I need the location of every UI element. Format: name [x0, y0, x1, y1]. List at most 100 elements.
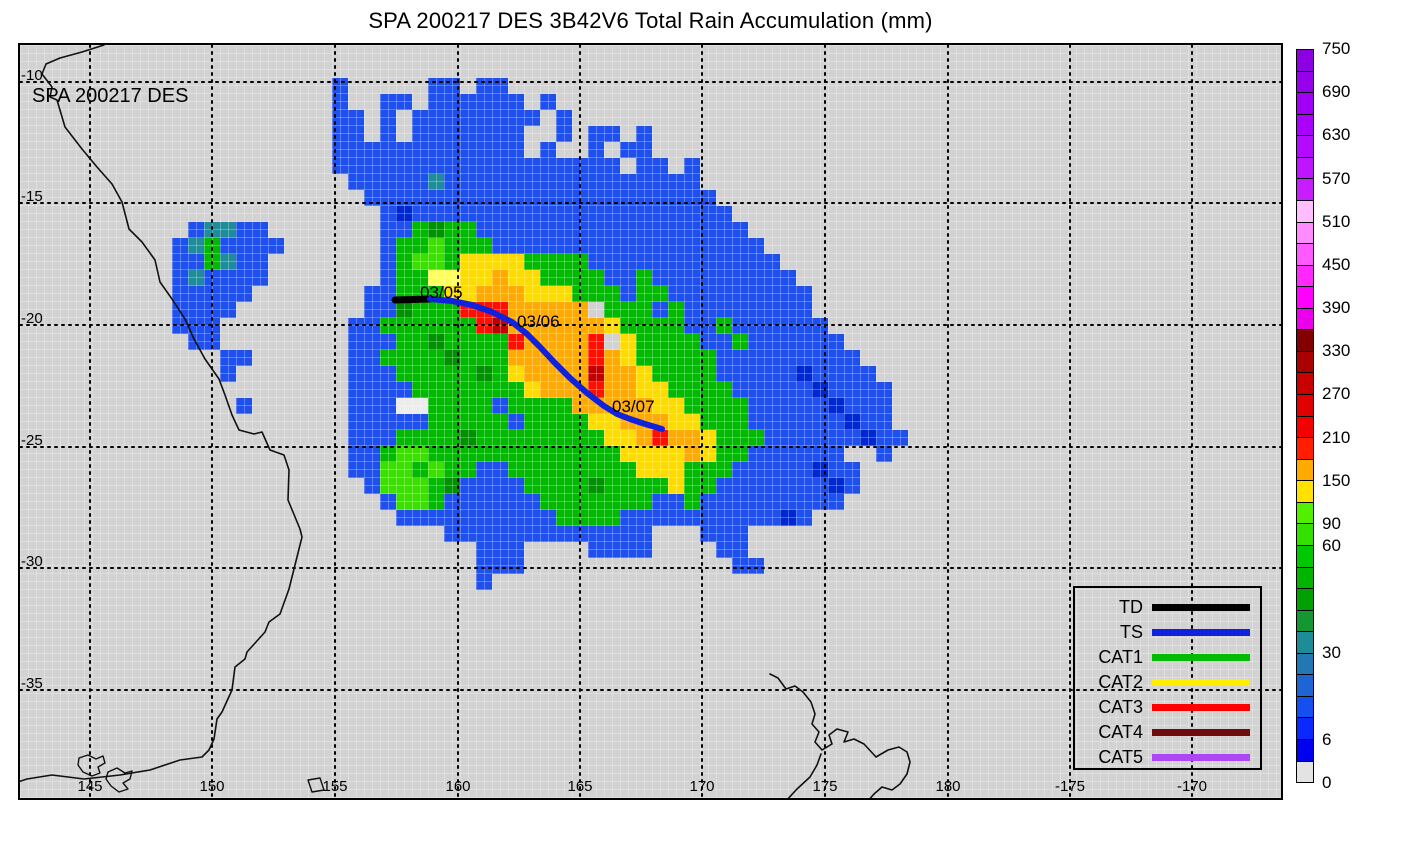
latitude-tick-label: -30 — [21, 553, 43, 570]
longitude-tick-label: -170 — [1176, 778, 1208, 795]
legend-color-line — [1152, 679, 1250, 686]
colorbar-cell — [1297, 674, 1313, 696]
legend-category-label: CAT4 — [1098, 722, 1143, 742]
colorbar-tick-label: 0 — [1322, 773, 1332, 792]
track-date-label: 03/07 — [612, 397, 655, 416]
colorbar-tick-label: 510 — [1322, 211, 1351, 231]
track-date-label: 03/05 — [420, 283, 463, 302]
colorbar-tick-label: 210 — [1322, 427, 1351, 447]
legend-row: CAT1 — [1075, 645, 1260, 670]
legend-category-label: TS — [1119, 622, 1143, 642]
colorbar-cell — [1297, 264, 1313, 287]
track-date-label: 03/06 — [517, 312, 560, 331]
colorbar-tick-label: 750 — [1322, 39, 1351, 58]
legend-category-label: CAT1 — [1098, 647, 1143, 667]
track-td-segment — [391, 295, 434, 304]
colorbar-cell — [1297, 566, 1313, 589]
latitude-tick-label: -20 — [21, 310, 43, 327]
colorbar-cell — [1297, 609, 1313, 632]
legend-color-line — [1152, 629, 1250, 636]
longitude-tick-label: 170 — [689, 778, 715, 795]
longitude-tick-label: -175 — [1054, 778, 1086, 795]
colorbar-cell — [1297, 135, 1313, 157]
chart-title: SPA 200217 DES 3B42V6 Total Rain Accumul… — [368, 8, 933, 33]
colorbar-tick-label: 6 — [1322, 729, 1332, 749]
colorbar-tick-label: 330 — [1322, 341, 1351, 361]
new-zealand-coastline — [787, 753, 822, 798]
colorbar-tick-label: 150 — [1322, 470, 1351, 490]
island-coastline — [307, 777, 325, 793]
legend-color-line — [1152, 729, 1250, 736]
colorbar-cell — [1297, 631, 1313, 653]
colorbar-cell — [1297, 458, 1313, 481]
colorbar-tick-label: 60 — [1322, 535, 1341, 555]
island-coastline — [105, 767, 133, 793]
longitude-tick-label: 155 — [322, 778, 348, 795]
longitude-tick-label: 180 — [935, 778, 961, 795]
colorbar-tick-label: 90 — [1322, 513, 1341, 533]
track-ts-segment — [427, 296, 665, 432]
colorbar-cell — [1297, 760, 1313, 783]
colorbar-cell — [1297, 544, 1313, 567]
colorbar-tick-label: 630 — [1322, 125, 1351, 145]
colorbar-cell — [1297, 199, 1313, 222]
colorbar-cell — [1297, 70, 1313, 93]
colorbar-cell — [1297, 243, 1313, 265]
colorbar-cell — [1297, 156, 1313, 179]
latitude-tick-label: -10 — [21, 67, 43, 84]
storm-category-legend: TD TS CAT1 CAT2 CAT3 CAT4 CAT5 — [1073, 586, 1262, 770]
colorbar-cell — [1297, 286, 1313, 308]
colorbar-cell — [1297, 329, 1313, 351]
legend-category-label: CAT5 — [1098, 747, 1143, 767]
colorbar-cell — [1297, 501, 1313, 524]
colorbar-cell — [1297, 695, 1313, 718]
legend-color-line — [1152, 654, 1250, 661]
island-coastline — [77, 754, 106, 777]
colorbar-cell — [1297, 717, 1313, 739]
colorbar-cell — [1297, 92, 1313, 114]
longitude-tick-label: 150 — [199, 778, 225, 795]
colorbar-tick-label: 270 — [1322, 384, 1351, 404]
colorbar-cell — [1297, 437, 1313, 459]
colorbar-cell — [1297, 350, 1313, 373]
colorbar-tick-label: 690 — [1322, 82, 1351, 102]
colorbar-cell — [1297, 113, 1313, 136]
legend-category-label: TD — [1119, 597, 1143, 617]
new-zealand-coastline — [769, 673, 911, 798]
legend-category-label: CAT3 — [1098, 697, 1143, 717]
colorbar-tick-label: 450 — [1322, 254, 1351, 274]
legend-row: CAT2 — [1075, 670, 1260, 695]
colorbar-tick-label: 390 — [1322, 298, 1351, 318]
colorbar-cell — [1297, 307, 1313, 330]
australia-coastline — [20, 45, 303, 783]
legend-row: CAT5 — [1075, 745, 1260, 770]
colorbar-tick-label: 570 — [1322, 168, 1351, 188]
colorbar-tick-label: 30 — [1322, 643, 1341, 663]
legend-color-line — [1152, 604, 1250, 611]
colorbar-cell — [1297, 394, 1313, 416]
colorbar-cell — [1297, 50, 1313, 71]
rain-colorbar — [1296, 49, 1314, 783]
colorbar-cell — [1297, 588, 1313, 610]
longitude-tick-label: 175 — [812, 778, 838, 795]
longitude-tick-label: 145 — [77, 778, 103, 795]
colorbar-cell — [1297, 652, 1313, 675]
longitude-tick-label: 165 — [567, 778, 593, 795]
legend-row: TS — [1075, 620, 1260, 645]
colorbar-cell — [1297, 523, 1313, 545]
colorbar-cell — [1297, 372, 1313, 394]
legend-category-label: CAT2 — [1098, 672, 1143, 692]
legend-row: CAT4 — [1075, 720, 1260, 745]
colorbar-cell — [1297, 739, 1313, 761]
colorbar-cell — [1297, 221, 1313, 244]
legend-row: TD — [1075, 595, 1260, 620]
colorbar-cell — [1297, 415, 1313, 438]
latitude-tick-label: -35 — [21, 675, 43, 692]
legend-color-line — [1152, 704, 1250, 711]
storm-id-label: SPA 200217 DES — [32, 85, 189, 107]
latitude-tick-label: -25 — [21, 432, 43, 449]
colorbar-cell — [1297, 178, 1313, 200]
longitude-tick-label: 160 — [445, 778, 471, 795]
legend-row: CAT3 — [1075, 695, 1260, 720]
